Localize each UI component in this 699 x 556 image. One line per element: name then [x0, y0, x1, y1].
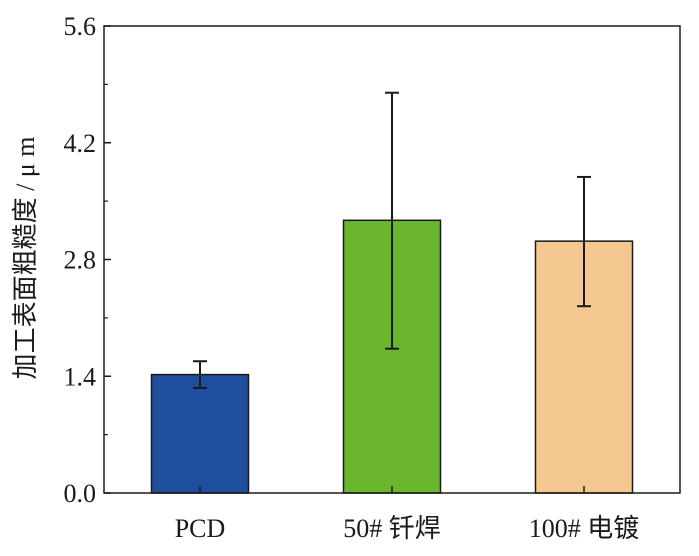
y-tick-label-1: 1.4 [64, 362, 97, 391]
y-tick-label-2: 2.8 [64, 246, 97, 275]
error-bar-0 [193, 360, 207, 389]
y-tick-label-4: 5.6 [64, 12, 97, 41]
y-axis-title: 加工表面粗糙度 / μ m [11, 137, 40, 380]
y-tick-label-0: 0.0 [64, 479, 97, 508]
y-tick-label-3: 4.2 [64, 129, 97, 158]
error-bar-1 [385, 91, 399, 350]
x-tick-label-1: 50# 钎焊 [343, 514, 441, 543]
bar-0 [150, 373, 250, 494]
axes-layer [103, 25, 681, 494]
error-bar-2 [577, 175, 591, 308]
error-bars-layer [193, 91, 591, 389]
x-tick-label-2: 100# 电镀 [529, 514, 640, 543]
x-tick-label-0: PCD [175, 514, 226, 543]
labels-layer: PCD 50# 钎焊 100# 电镀 0.0 1.4 2.8 4.2 5.6 [64, 12, 640, 543]
